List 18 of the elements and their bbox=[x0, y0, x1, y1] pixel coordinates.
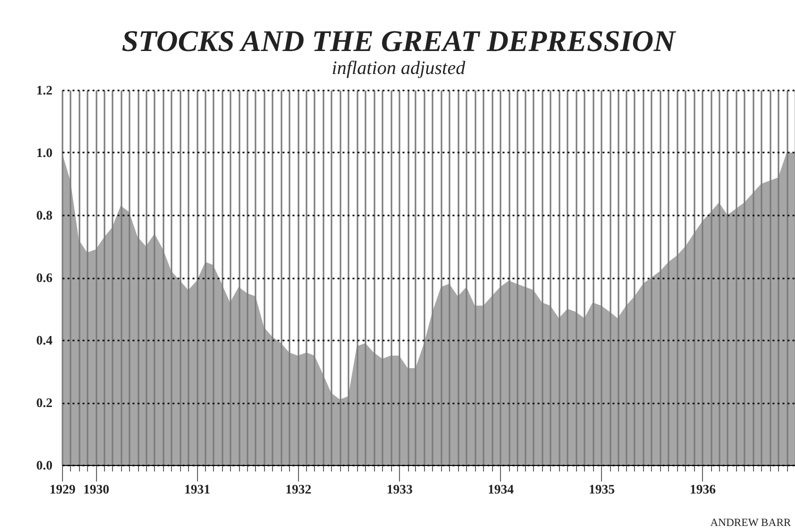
y-tick-label: 0.8 bbox=[36, 208, 53, 222]
y-tick-label: 1.2 bbox=[36, 82, 52, 98]
x-tick-label: 1929 bbox=[50, 482, 76, 496]
x-tick-label: 1930 bbox=[83, 482, 110, 496]
x-tick-label: 1936 bbox=[690, 482, 716, 496]
y-tick-label: 0.2 bbox=[36, 395, 52, 410]
y-tick-label: 1.0 bbox=[36, 145, 52, 160]
y-tick-label: 0.0 bbox=[36, 458, 52, 472]
chart-subtitle: inflation adjusted bbox=[332, 58, 466, 79]
y-tick-label: 0.6 bbox=[36, 270, 53, 285]
x-tick-label: 1935 bbox=[588, 482, 616, 496]
x-tick-label: 1933 bbox=[386, 482, 414, 496]
x-tick-label: 1932 bbox=[285, 482, 312, 496]
y-tick-label: 0.4 bbox=[36, 332, 53, 348]
x-tick-label: 1931 bbox=[184, 482, 210, 496]
text: ANDREW BARR bbox=[710, 517, 791, 529]
chart-title: STOCKS AND THE GREAT DEPRESSION bbox=[122, 25, 677, 58]
x-tick-label: 1934 bbox=[488, 482, 514, 496]
